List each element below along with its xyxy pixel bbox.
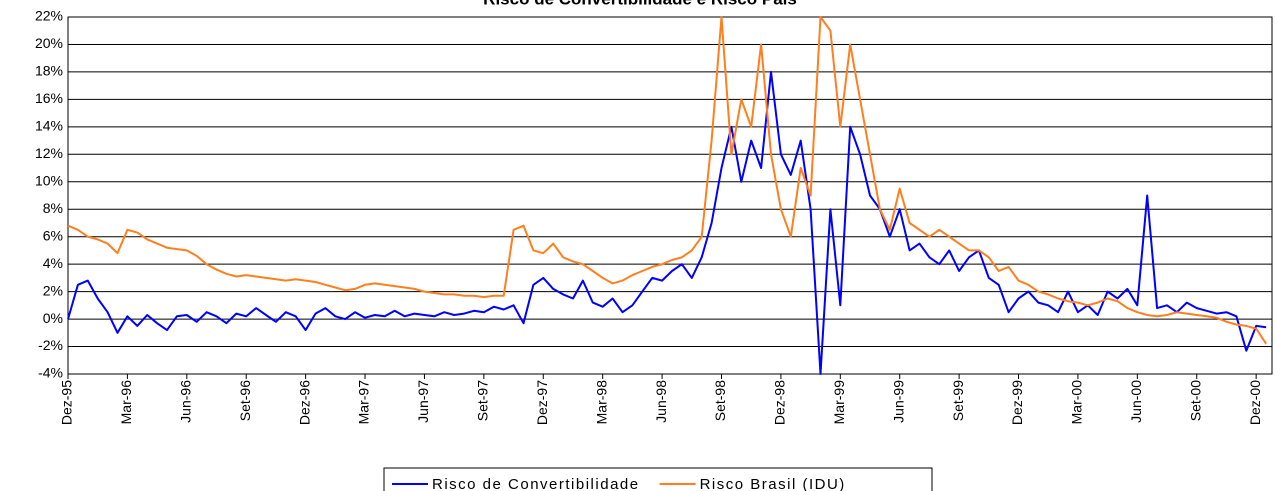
x-tick-label: Dez-98: [772, 380, 788, 425]
x-tick-label: Dez-99: [1009, 380, 1025, 425]
y-tick-label: 6%: [43, 227, 63, 243]
legend: Risco de Convertibilidade Risco Brasil (I…: [383, 467, 933, 491]
legend-label: Risco Brasil (IDU): [700, 476, 846, 491]
legend-label: Risco de Convertibilidade: [432, 476, 640, 491]
x-tick-label: Set-96: [237, 380, 253, 421]
x-tick-label: Dez-96: [296, 380, 312, 425]
x-tick-label: Dez-97: [534, 380, 550, 425]
x-tick-label: Set-00: [1187, 380, 1203, 421]
x-tick-label: Set-98: [712, 380, 728, 421]
y-tick-label: 12%: [35, 145, 63, 161]
x-tick-label: Mar-96: [118, 380, 134, 425]
y-tick-label: 2%: [43, 282, 63, 298]
y-tick-label: 20%: [35, 35, 63, 51]
y-tick-label: 14%: [35, 118, 63, 134]
x-tick-label: Jun-97: [415, 380, 431, 423]
x-tick-label: Mar-97: [356, 380, 372, 425]
legend-box: [383, 467, 933, 491]
x-tick-label: Mar-98: [593, 380, 609, 425]
series-line: [67, 16, 1267, 345]
x-tick-label: Dez-00: [1247, 380, 1263, 425]
y-tick-label: 0%: [43, 310, 63, 326]
y-tick-label: 4%: [43, 255, 63, 271]
x-tick-label: Dez-95: [59, 380, 75, 425]
x-tick-label: Set-97: [475, 380, 491, 421]
x-tick-label: Jun-00: [1128, 380, 1144, 423]
x-tick-label: Jun-96: [178, 380, 194, 423]
y-tick-label: -4%: [38, 365, 63, 381]
chart-title: Risco de Convertibilidade e Risco País: [483, 0, 797, 8]
y-tick-label: -2%: [38, 337, 63, 353]
y-tick-label: 8%: [43, 200, 63, 216]
x-tick-label: Mar-99: [831, 380, 847, 425]
x-tick-label: Jun-98: [653, 380, 669, 423]
x-tick-label: Jun-99: [890, 380, 906, 423]
x-tick-label: Mar-00: [1069, 380, 1085, 425]
plot-frame: [67, 16, 1273, 375]
y-tick-label: 18%: [35, 63, 63, 79]
series-line: [67, 70, 1267, 375]
y-tick-label: 16%: [35, 90, 63, 106]
y-tick-label: 10%: [35, 172, 63, 188]
x-tick-label: Set-99: [950, 380, 966, 421]
y-tick-label: 22%: [35, 8, 63, 24]
